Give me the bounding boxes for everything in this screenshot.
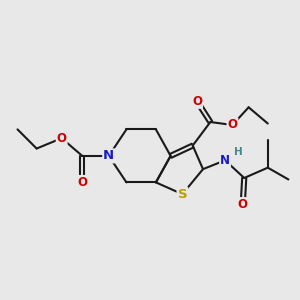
Text: H: H	[234, 147, 243, 157]
Text: O: O	[77, 176, 87, 189]
Text: N: N	[103, 149, 114, 162]
Text: O: O	[238, 198, 248, 211]
Text: N: N	[220, 154, 230, 167]
Text: O: O	[227, 118, 237, 131]
Text: S: S	[178, 188, 187, 201]
Text: O: O	[57, 132, 67, 145]
Text: O: O	[192, 95, 202, 108]
